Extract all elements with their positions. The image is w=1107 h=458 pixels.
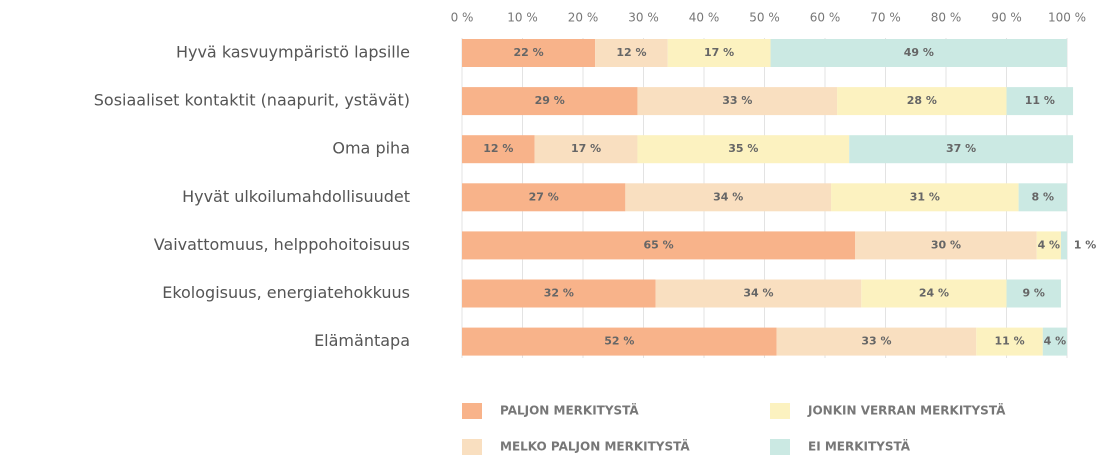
bar-segment — [1042, 327, 1067, 356]
bar-segment — [770, 39, 1067, 67]
value-label: 27 % — [529, 190, 559, 203]
value-label: 4 % — [1044, 335, 1067, 348]
category-label: Vaivattomuus, helppohoitoisuus — [154, 235, 410, 254]
x-tick-label: 100 % — [1048, 11, 1086, 25]
legend-label: JONKIN VERRAN MERKITYSTÄ — [807, 403, 1006, 418]
x-tick-label: 0 % — [451, 11, 474, 25]
value-label: 33 % — [722, 94, 752, 107]
bar-segment — [1006, 279, 1061, 308]
bar-segment — [462, 135, 535, 164]
value-label: 33 % — [861, 335, 891, 348]
value-label: 12 % — [483, 142, 513, 155]
value-label: 1 % — [1074, 238, 1097, 251]
value-label: 49 % — [904, 46, 934, 59]
category-label: Ekologisuus, energiatehokkuus — [162, 283, 410, 302]
bar-segment — [462, 87, 638, 116]
bar-segment — [637, 87, 838, 116]
value-label: 35 % — [728, 142, 758, 155]
bar-segment — [1060, 231, 1067, 260]
value-label: 17 % — [571, 142, 601, 155]
legend-label: MELKO PALJON MERKITYSTÄ — [500, 439, 690, 454]
bar-segment — [976, 327, 1043, 356]
value-label: 12 % — [616, 46, 646, 59]
bar-segment — [462, 327, 777, 356]
category-label: Elämäntapa — [314, 331, 410, 350]
bar-segment — [462, 39, 596, 67]
value-label: 11 % — [994, 335, 1024, 348]
value-label: 9 % — [1022, 287, 1045, 300]
value-label: 34 % — [713, 190, 743, 203]
x-tick-label: 70 % — [870, 11, 901, 25]
value-label: 52 % — [604, 335, 634, 348]
bar-segment — [462, 183, 626, 212]
legend-swatch — [770, 403, 790, 419]
x-tick-label: 10 % — [507, 11, 538, 25]
bar-segment — [1036, 231, 1061, 260]
legend-swatch — [770, 439, 790, 455]
value-label: 37 % — [946, 142, 976, 155]
value-label: 11 % — [1025, 94, 1055, 107]
value-label: 34 % — [743, 287, 773, 300]
value-label: 24 % — [919, 287, 949, 300]
category-label: Sosiaaliset kontaktit (naapurit, ystävät… — [94, 91, 410, 110]
x-tick-label: 40 % — [689, 11, 720, 25]
value-label: 31 % — [910, 190, 940, 203]
bar-segment — [655, 279, 862, 308]
bar-segment — [855, 231, 1037, 260]
value-label: 30 % — [931, 238, 961, 251]
bar-segment — [534, 135, 638, 164]
bar-segment — [849, 135, 1074, 164]
legend-label: EI MERKITYSTÄ — [808, 439, 911, 454]
value-label: 4 % — [1038, 238, 1061, 251]
bar-segment — [595, 39, 668, 67]
bar-segment — [462, 231, 856, 260]
bar-segment — [1018, 183, 1067, 212]
value-label: 22 % — [513, 46, 543, 59]
category-label: Hyvät ulkoilumahdollisuudet — [182, 187, 410, 206]
x-tick-label: 50 % — [749, 11, 780, 25]
legend-swatch — [462, 439, 482, 455]
x-tick-label: 30 % — [628, 11, 659, 25]
x-tick-label: 60 % — [810, 11, 841, 25]
value-label: 65 % — [644, 238, 674, 251]
value-label: 8 % — [1032, 190, 1055, 203]
legend-label: PALJON MERKITYSTÄ — [500, 403, 639, 418]
bar-segment — [776, 327, 977, 356]
x-tick-label: 20 % — [568, 11, 599, 25]
value-label: 29 % — [535, 94, 565, 107]
value-label: 32 % — [544, 287, 574, 300]
bar-segment — [625, 183, 832, 212]
category-label: Hyvä kasvuympäristö lapsille — [176, 43, 410, 62]
bar-segment — [462, 279, 656, 308]
bar-segment — [1006, 87, 1074, 116]
bar-segment — [837, 87, 1007, 116]
x-tick-label: 90 % — [991, 11, 1022, 25]
legend-swatch — [462, 403, 482, 419]
x-tick-label: 80 % — [931, 11, 962, 25]
bar-segment — [831, 183, 1019, 212]
bar-segment — [637, 135, 850, 164]
category-label: Oma piha — [332, 139, 410, 158]
bar-segment — [861, 279, 1007, 308]
bar-segment — [667, 39, 771, 67]
value-label: 28 % — [907, 94, 937, 107]
value-label: 17 % — [704, 46, 734, 59]
